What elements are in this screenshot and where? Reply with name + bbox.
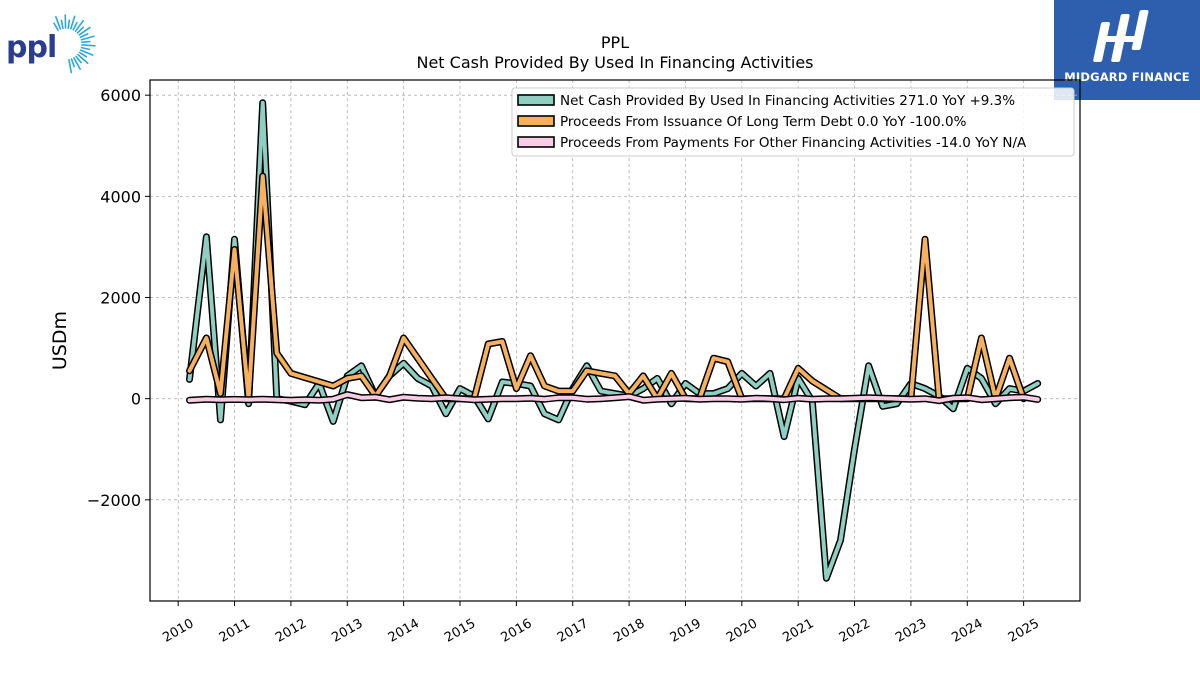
x-tick-label: 2014 (386, 616, 422, 646)
series-2-line (190, 176, 1024, 399)
legend: Net Cash Provided By Used In Financing A… (512, 88, 1074, 156)
plot-frame (150, 80, 1080, 601)
x-tick-label: 2020 (724, 616, 760, 646)
chart: PPL Net Cash Provided By Used In Financi… (0, 0, 1200, 675)
legend-label-2: Proceeds From Issuance Of Long Term Debt… (560, 114, 967, 130)
legend-label-1: Net Cash Provided By Used In Financing A… (560, 93, 1015, 109)
x-tick-label: 2021 (780, 616, 816, 646)
legend-swatch-2 (518, 116, 554, 126)
x-tick-label: 2017 (555, 616, 591, 646)
y-tick-label: 4000 (100, 187, 141, 206)
x-tick-label: 2023 (893, 616, 929, 646)
y-axis-label: USDm (49, 311, 71, 370)
x-tick-label: 2015 (442, 616, 478, 646)
axes: −2000 0 2000 4000 6000 2010 2011 2012 2013 2014 20… (87, 86, 1042, 646)
x-tick-label: 2013 (329, 616, 365, 646)
series-lines (190, 103, 1038, 578)
y-tick-label: 0 (131, 390, 141, 409)
legend-label-3: Proceeds From Payments For Other Financi… (560, 135, 1027, 151)
series-1-outline (190, 103, 1038, 578)
y-tick-label: 6000 (100, 86, 141, 105)
x-tick-label: 2018 (611, 616, 647, 646)
y-tick-label: −2000 (87, 491, 141, 510)
chart-title: PPL (601, 33, 629, 52)
series-1-line (190, 103, 1038, 578)
x-tick-label: 2016 (499, 616, 535, 646)
x-tick-label: 2025 (1006, 616, 1042, 646)
x-tick-label: 2010 (160, 616, 196, 646)
x-tick-label: 2022 (837, 616, 873, 646)
x-tick-label: 2024 (949, 616, 985, 646)
gridlines (150, 80, 1080, 601)
x-tick-label: 2011 (217, 616, 253, 646)
legend-swatch-3 (518, 137, 554, 147)
y-tick-label: 2000 (100, 289, 141, 308)
legend-swatch-1 (518, 95, 554, 105)
x-tick-label: 2019 (668, 616, 704, 646)
x-tick-label: 2012 (273, 616, 309, 646)
chart-subtitle: Net Cash Provided By Used In Financing A… (416, 53, 813, 72)
series-2-outline (190, 176, 1024, 399)
